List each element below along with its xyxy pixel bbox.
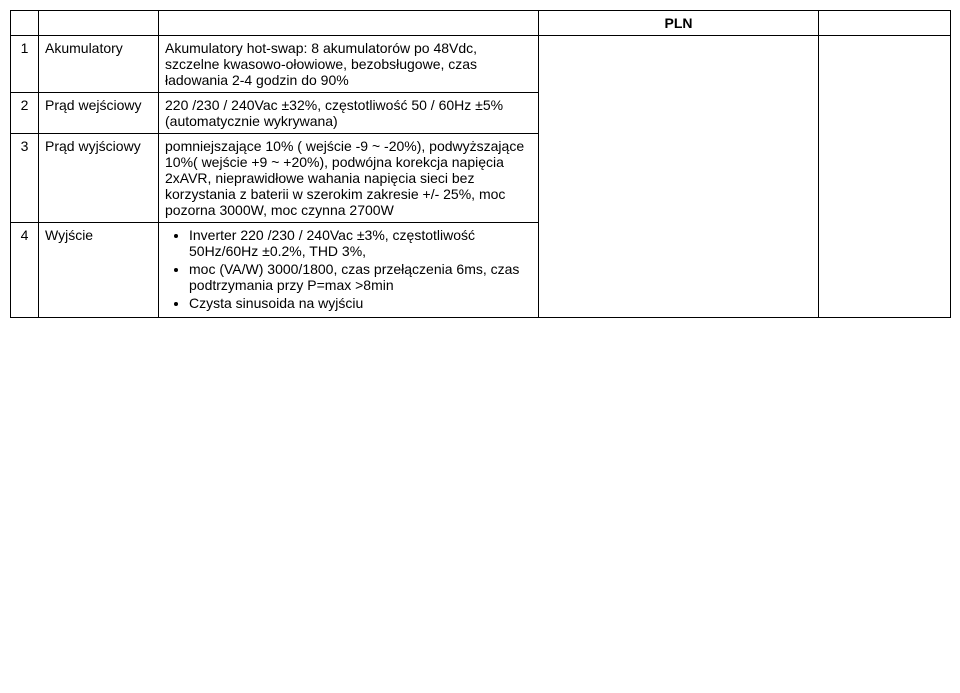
header-cell-2 [159, 11, 539, 36]
last-column-merged [819, 36, 951, 318]
header-cell-4 [819, 11, 951, 36]
row-desc: 220 /230 / 240Vac ±32%, częstotliwość 50… [159, 93, 539, 134]
row-num: 3 [11, 134, 39, 223]
row-label: Prąd wyjściowy [39, 134, 159, 223]
row-desc: Akumulatory hot-swap: 8 akumulatorów po … [159, 36, 539, 93]
header-cell-pln: PLN [539, 11, 819, 36]
row-desc: pomniejszające 10% ( wejście -9 ~ -20%),… [159, 134, 539, 223]
row-label: Prąd wejściowy [39, 93, 159, 134]
header-cell-0 [11, 11, 39, 36]
row-num: 1 [11, 36, 39, 93]
row-desc: Inverter 220 /230 / 240Vac ±3%, częstotl… [159, 223, 539, 318]
header-cell-1 [39, 11, 159, 36]
row-num: 4 [11, 223, 39, 318]
table-row: 1 Akumulatory Akumulatory hot-swap: 8 ak… [11, 36, 951, 93]
bullet-item: moc (VA/W) 3000/1800, czas przełączenia … [189, 261, 532, 293]
header-row: PLN [11, 11, 951, 36]
bullet-item: Czysta sinusoida na wyjściu [189, 295, 532, 311]
bullet-list: Inverter 220 /230 / 240Vac ±3%, częstotl… [165, 227, 532, 311]
row-label: Akumulatory [39, 36, 159, 93]
pln-column-merged [539, 36, 819, 318]
row-label: Wyjście [39, 223, 159, 318]
row-num: 2 [11, 93, 39, 134]
spec-table: PLN 1 Akumulatory Akumulatory hot-swap: … [10, 10, 951, 318]
bullet-item: Inverter 220 /230 / 240Vac ±3%, częstotl… [189, 227, 532, 259]
